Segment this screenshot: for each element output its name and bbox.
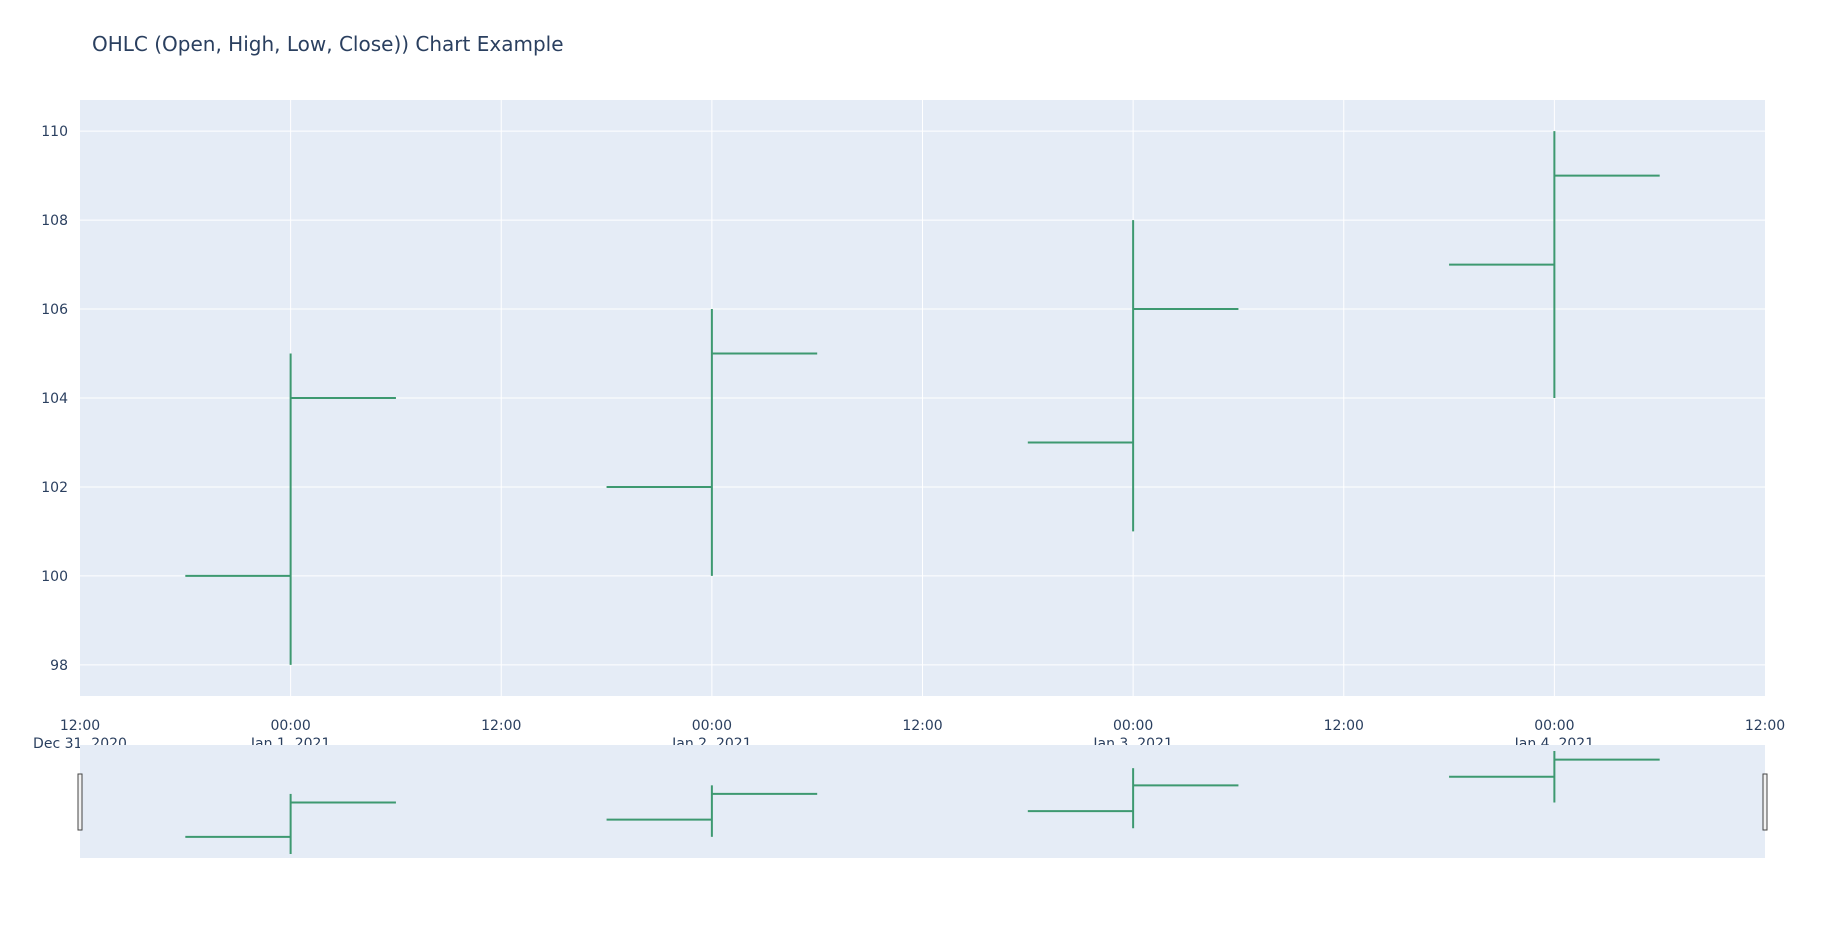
y-tick-label: 104 [41,391,68,407]
range-slider-series [185,751,1660,854]
ohlc-bar [606,785,818,837]
y-tick-label: 102 [41,480,68,496]
y-tick-label: 100 [41,569,68,585]
ohlc-bar [1449,751,1660,803]
y-axis: 98 100 102 104 106 108 110 [41,124,68,674]
chart-title: OHLC (Open, High, Low, Close)) Chart Exa… [92,32,564,56]
range-slider-left-handle[interactable] [77,773,83,831]
x-tick-time-label: 00:00 [1113,718,1153,734]
range-slider-right-handle[interactable] [1762,773,1768,831]
ohlc-bar [1027,220,1239,532]
y-tick-label: 98 [50,658,68,674]
x-tick-time-label: 12:00 [60,718,100,734]
y-tick-label: 106 [41,302,68,318]
x-tick-time-label: 00:00 [1534,718,1574,734]
x-tick-time-label: 12:00 [1324,718,1364,734]
ohlc-bar [185,353,396,665]
x-tick-time-label: 12:00 [481,718,521,734]
ohlc-bar [185,793,396,854]
ohlc-bar [1027,768,1239,829]
x-tick-time-label: 00:00 [692,718,732,734]
ohlc-series [185,131,1660,665]
x-tick-time-label: 12:00 [1745,718,1785,734]
ohlc-bar [606,309,818,576]
x-tick-time-label: 12:00 [902,718,942,734]
y-tick-label: 108 [41,213,68,229]
ohlc-bar [1449,131,1660,398]
y-tick-label: 110 [41,124,68,140]
x-tick-time-label: 00:00 [270,718,310,734]
